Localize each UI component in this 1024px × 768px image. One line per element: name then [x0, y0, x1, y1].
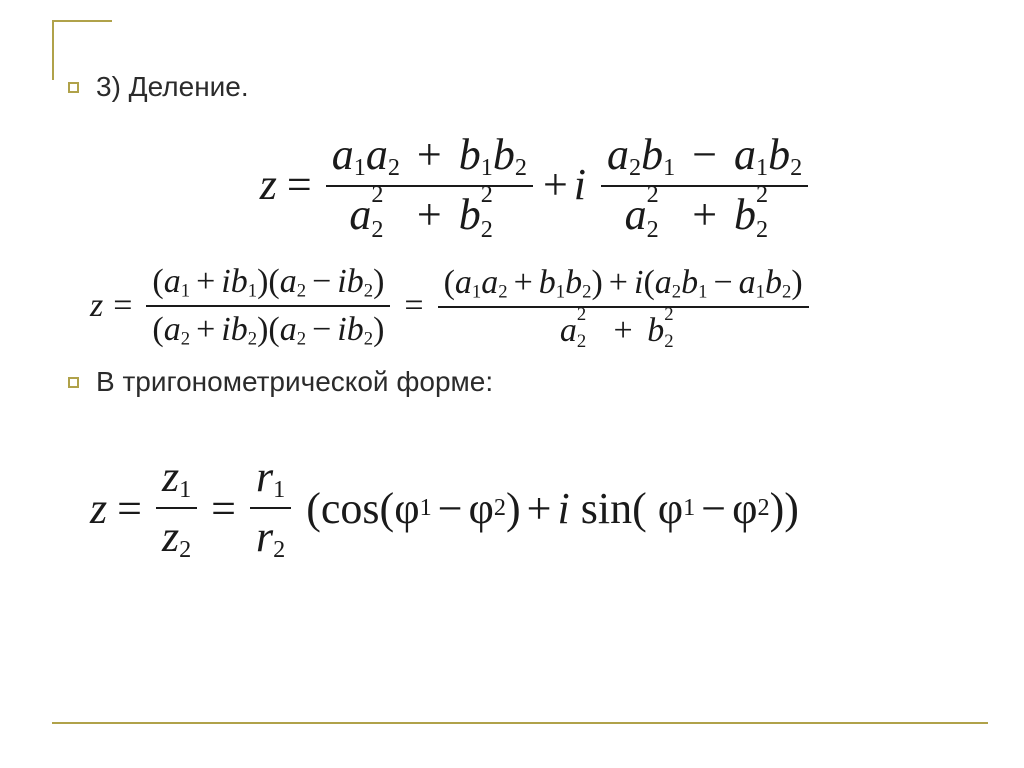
- fraction-z1z2: z1 z2: [156, 452, 197, 564]
- fraction-imag: a2b1 − a1b2 a22 + b22: [601, 130, 808, 240]
- fraction-real: a1a2 + b1b2 a22 + b22: [326, 130, 533, 240]
- cos-label: cos: [321, 479, 380, 538]
- formula-result: z = a1a2 + b1b2 a22 + b22 + i: [96, 130, 976, 240]
- bullet-square-icon: [68, 377, 79, 388]
- sym-eq: =: [287, 155, 312, 214]
- corner-mark-horizontal: [52, 20, 112, 22]
- fraction-expanded: (a1a2+b1b2)+i(a2b1−a1b2) a22 + b22: [438, 263, 809, 350]
- formula-derivation: z = (a1+ib1)(a2−ib2) (a2+ib2)(a2−ib2) = …: [90, 262, 976, 350]
- bullet-item-1: 3) Деление. z = a1a2 + b1b2 a22 + b22: [96, 68, 976, 351]
- sym-i: i: [574, 155, 586, 214]
- sin-label: sin: [581, 479, 632, 538]
- bullet-text-2: В тригонометрической форме:: [96, 363, 493, 401]
- formula-trig: z = z1 z2 = r1 r2 (cos(φ1−φ2) + i sin( φ…: [90, 452, 976, 564]
- fraction-r1r2: r1 r2: [250, 452, 291, 564]
- bullet-text-1: 3) Деление.: [96, 68, 249, 106]
- bullet-item-2: В тригонометрической форме: z = z1 z2 = …: [96, 363, 976, 565]
- bullet-square-icon: [68, 82, 79, 93]
- sym-z: z: [260, 155, 277, 214]
- bottom-rule: [52, 722, 988, 724]
- fraction-conjugate: (a1+ib1)(a2−ib2) (a2+ib2)(a2−ib2): [146, 262, 390, 350]
